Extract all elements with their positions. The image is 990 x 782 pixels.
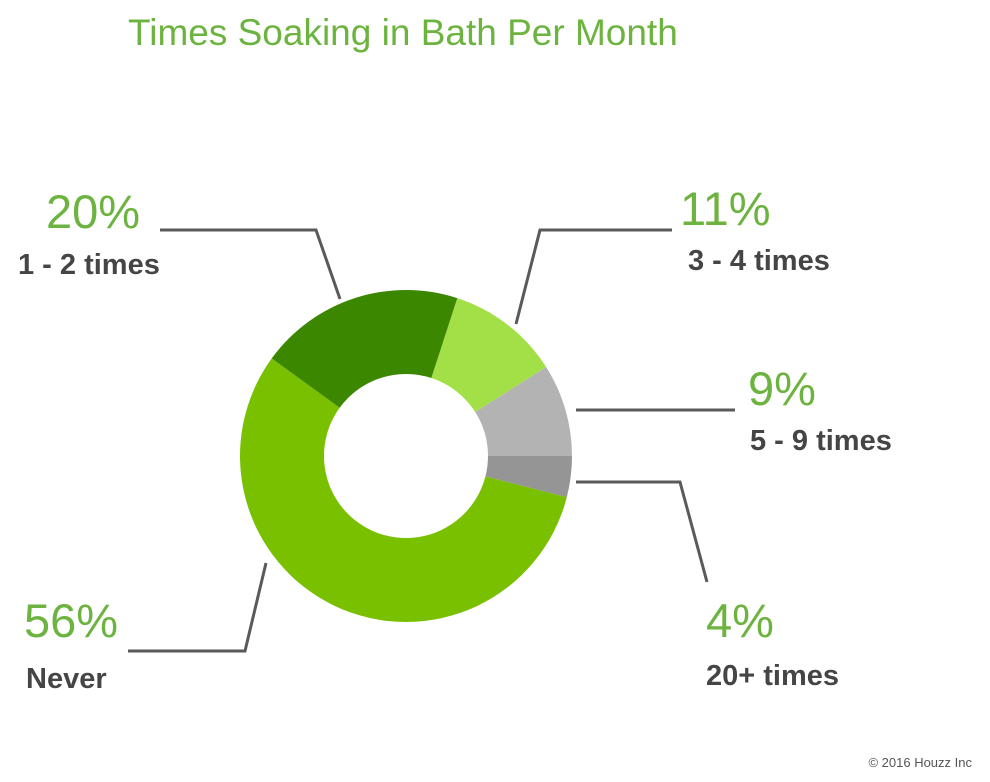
slice-category-label: 20+ times xyxy=(706,660,840,692)
donut-slice xyxy=(271,290,458,408)
slice-category-label: Never xyxy=(26,663,107,695)
slice-pct-label: 4% xyxy=(706,594,774,647)
donut-slice xyxy=(475,367,572,456)
leader-line xyxy=(576,480,709,583)
slice-pct-label: 11% xyxy=(680,182,771,235)
donut-slice xyxy=(431,298,547,413)
leader-line xyxy=(160,228,342,300)
slice-category-label: 1 - 2 times xyxy=(18,249,160,281)
slice-category-label: 5 - 9 times xyxy=(750,425,892,457)
slice-pct-label: 9% xyxy=(748,362,816,415)
slice-category-label: 3 - 4 times xyxy=(688,245,830,277)
copyright-notice: © 2016 Houzz Inc xyxy=(868,755,972,770)
donut-slice xyxy=(239,358,567,623)
chart-title: Times Soaking in Bath Per Month xyxy=(128,12,678,53)
slice-pct-label: 56% xyxy=(24,594,119,647)
leader-line xyxy=(514,228,672,325)
slice-pct-label: 20% xyxy=(46,185,141,238)
donut-slice xyxy=(485,456,572,498)
leader-line xyxy=(128,562,268,653)
